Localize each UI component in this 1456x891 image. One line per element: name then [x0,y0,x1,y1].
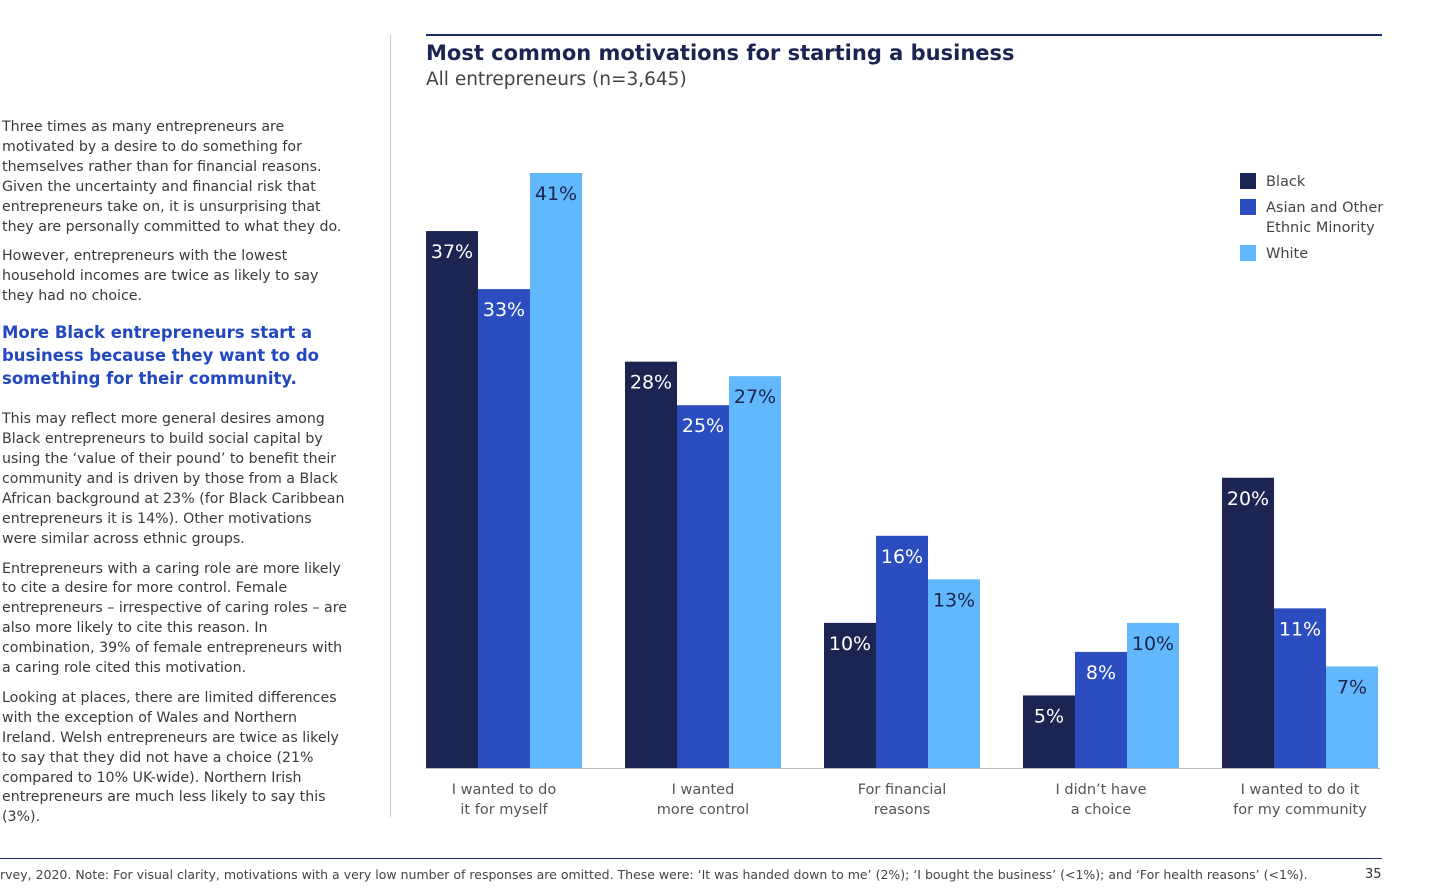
data-label: 5% [1034,705,1064,727]
category-label: reasons [874,802,931,818]
data-label: 41% [535,183,577,205]
legend-label: White [1266,246,1309,262]
data-label: 16% [881,546,923,568]
chart-title: Most common motivations for starting a b… [426,41,1015,65]
data-label: 11% [1279,618,1321,640]
chart-top-rule [426,34,1382,36]
chart-subtitle: All entrepreneurs (n=3,645) [426,69,687,90]
footer-note: rvey, 2020. Note: For visual clarity, mo… [0,867,1308,882]
bar [426,231,478,769]
paragraph: This may reflect more general desires am… [2,411,345,547]
category-label: a choice [1071,802,1132,818]
bar [1222,477,1274,768]
data-label: 13% [933,589,975,611]
bar [1127,622,1179,768]
bar [824,622,876,768]
bar [1326,666,1378,768]
category-label: I wanted to do [452,782,557,798]
column-divider [390,35,391,817]
body-text: Three times as many entrepreneurs are mo… [2,118,347,838]
paragraph: Looking at places, there are limited dif… [2,689,339,826]
bar [928,579,980,768]
section-heading: More Black entrepreneurs start a busines… [2,323,319,389]
legend-swatch [1240,173,1256,189]
legend-label: Black [1266,174,1306,190]
bar [1023,695,1075,768]
bar [876,535,928,768]
data-label: 25% [682,415,724,437]
category-label: it for myself [460,802,548,818]
paragraph: Three times as many entrepreneurs are mo… [2,119,342,235]
legend-swatch [1240,199,1256,215]
data-label: 28% [630,372,672,394]
bar [1075,651,1127,768]
category-label: more control [657,802,749,818]
category-label: I wanted to do it [1241,782,1360,798]
bar [625,361,677,768]
legend-item: White [1240,244,1383,264]
bar [478,289,530,768]
data-label: 7% [1337,676,1367,698]
data-label: 27% [734,386,776,408]
bar [677,405,729,768]
bar [1274,608,1326,768]
page-number: 35 [1365,867,1382,882]
category-label: I didn’t have [1056,782,1147,798]
data-label: 10% [829,633,871,655]
chart-legend: Black Asian and Other Ethnic Minority White [1240,172,1383,270]
legend-label: Asian and Other Ethnic Minority [1266,200,1384,236]
legend-swatch [1240,245,1256,261]
category-label: For financial [858,782,947,798]
bar [530,173,582,768]
data-label: 20% [1227,488,1269,510]
bar [729,376,781,768]
legend-item: Asian and Other Ethnic Minority [1240,198,1383,238]
data-label: 10% [1132,633,1174,655]
footer-rule [0,858,1382,859]
category-label: I wanted [672,782,735,798]
paragraph: However, entrepreneurs with the lowest h… [2,248,319,305]
paragraph: Entrepreneurs with a caring role are mor… [2,560,347,677]
legend-item: Black [1240,172,1383,192]
data-label: 8% [1086,662,1116,684]
data-label: 37% [431,241,473,263]
category-label: for my community [1233,802,1367,818]
data-label: 33% [483,299,525,321]
